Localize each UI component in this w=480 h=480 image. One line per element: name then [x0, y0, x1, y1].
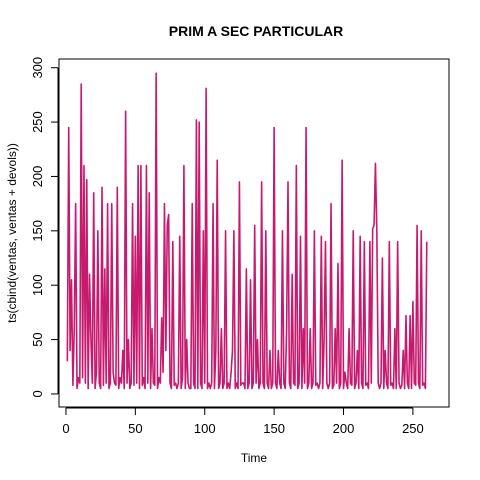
series-layer	[66, 72, 428, 390]
y-tick-label: 150	[30, 220, 45, 242]
x-axis: 0 50 100 150 200 250	[62, 407, 424, 436]
y-tick-label: 300	[30, 57, 45, 79]
series-line	[66, 72, 428, 390]
y-tick-label: 0	[30, 390, 45, 397]
y-tick-label: 250	[30, 111, 45, 133]
x-tick-label: 0	[62, 421, 69, 436]
x-tick-label: 100	[194, 421, 216, 436]
y-tick-label: 50	[30, 332, 45, 346]
plot-frame	[58, 58, 450, 408]
y-tick-label: 200	[30, 166, 45, 188]
x-tick-label: 50	[128, 421, 142, 436]
x-tick-label: 200	[333, 421, 355, 436]
x-tick-label: 250	[402, 421, 424, 436]
y-axis-title: ts(cbind(ventas, ventas + devols))	[5, 143, 19, 323]
y-axis: 0 50 100 150 200 250 300	[30, 57, 59, 398]
y-tick-label: 100	[30, 274, 45, 296]
x-axis-title: Time	[241, 451, 268, 465]
chart-title: PRIM A SEC PARTICULAR	[169, 23, 343, 39]
x-tick-label: 150	[263, 421, 285, 436]
